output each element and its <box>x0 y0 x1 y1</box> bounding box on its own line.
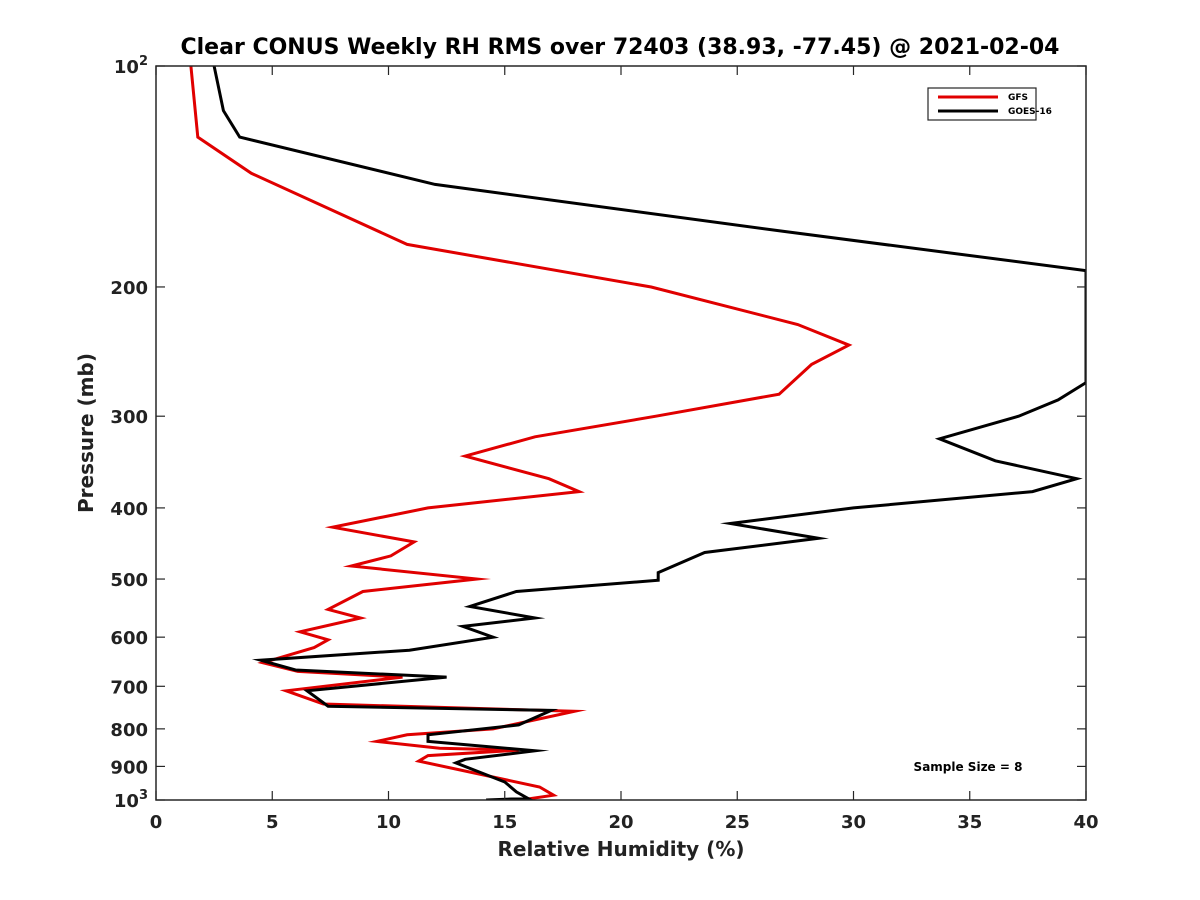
series-line-goes-16 <box>212 66 1086 800</box>
x-tick-label: 0 <box>150 812 163 833</box>
y-tick-label: 600 <box>110 628 148 649</box>
legend-box <box>927 87 1037 121</box>
y-axis-label: Pressure (mb) <box>74 353 98 513</box>
x-tick-label: 20 <box>608 812 633 833</box>
y-tick-label: 103 <box>114 788 148 812</box>
x-tick-label: 5 <box>266 812 279 833</box>
x-tick-label: 40 <box>1073 812 1098 833</box>
series-line-gfs <box>189 66 853 800</box>
y-tick-label: 700 <box>110 677 148 698</box>
x-tick-label: 10 <box>376 812 401 833</box>
series-lines <box>189 66 1086 800</box>
y-axis: 102 200 300 400 500 600 700 800 900 103 <box>110 54 1086 812</box>
x-tick-label: 30 <box>841 812 866 833</box>
legend-label: GOES-16 <box>1008 107 1052 117</box>
x-tick-label: 35 <box>957 812 982 833</box>
y-tick-label: 500 <box>110 570 148 591</box>
y-tick-label: 400 <box>110 499 148 520</box>
y-tick-label: 800 <box>110 720 148 741</box>
x-axis: 0 5 10 15 20 25 30 35 40 <box>150 66 1099 833</box>
y-tick-label: 102 <box>114 54 148 78</box>
y-tick-label: 900 <box>110 757 148 778</box>
chart-title: Clear CONUS Weekly RH RMS over 72403 (38… <box>181 35 1060 60</box>
legend: GFS GOES-16 <box>927 87 1052 121</box>
y-tick-label: 200 <box>110 278 148 299</box>
x-tick-label: 15 <box>492 812 517 833</box>
y-tick-label: 300 <box>110 407 148 428</box>
x-axis-label: Relative Humidity (%) <box>497 837 744 861</box>
x-tick-label: 25 <box>725 812 750 833</box>
legend-label: GFS <box>1008 93 1028 103</box>
sample-size-annotation: Sample Size = 8 <box>914 760 1023 774</box>
